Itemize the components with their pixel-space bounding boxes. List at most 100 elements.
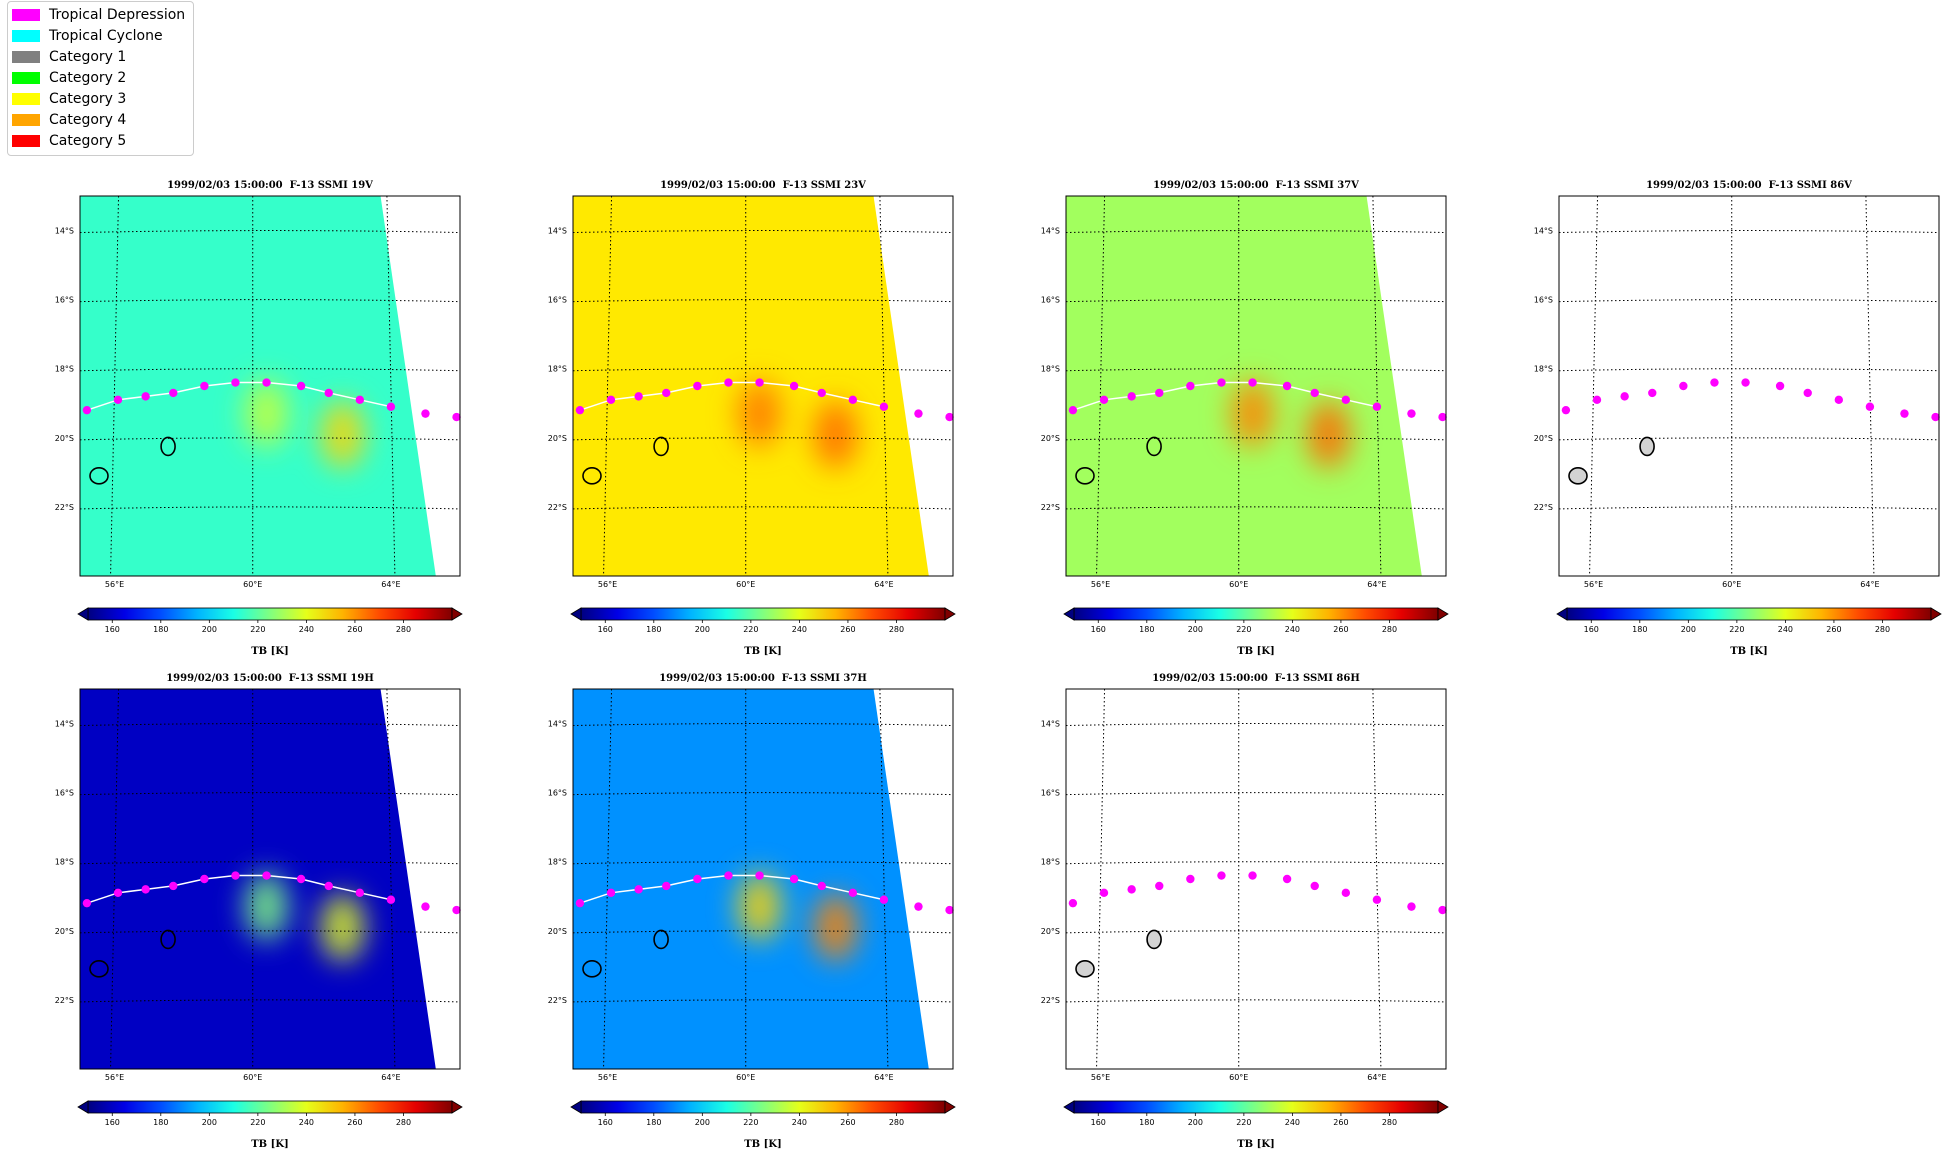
chart-panel-19v: 1999/02/03 15:00:00 F-13 SSMI 19V 14°S 16°… (10, 180, 480, 680)
x-tick-label: 64°E (1860, 580, 1879, 589)
chart-title: 1999/02/03 15:00:00 F-13 SSMI 19H (166, 673, 374, 684)
x-tick-label: 60°E (243, 580, 262, 589)
island-outline (1075, 467, 1095, 485)
colorbar-tick-label: 200 (1681, 625, 1696, 634)
track-point (1217, 378, 1226, 387)
gridline-lat (80, 368, 460, 372)
tb-hotspot (737, 872, 782, 941)
y-tick-label: 20°S (1534, 434, 1553, 443)
y-tick-label: 18°S (1534, 365, 1553, 374)
gridline-lat (573, 930, 953, 934)
colorbar-tick-label: 240 (1778, 625, 1793, 634)
track-point (452, 905, 461, 915)
colorbar-tick-label: 280 (1382, 1118, 1397, 1127)
y-tick-label: 20°S (1041, 434, 1060, 443)
chart-title: 1999/02/03 15:00:00 F-13 SSMI 37V (1153, 180, 1359, 191)
gridline-lat (573, 506, 953, 510)
track-point (1155, 881, 1164, 891)
track-point (1710, 378, 1719, 387)
track-point (848, 888, 858, 898)
track-point (1775, 381, 1785, 391)
colorbar-tick-label: 260 (1333, 1118, 1348, 1127)
y-tick-label: 14°S (1534, 227, 1553, 236)
x-tick-label: 60°E (736, 580, 755, 589)
legend-label: Category 3 (49, 91, 127, 107)
gridline-lat (80, 930, 460, 934)
y-tick-label: 20°S (548, 434, 567, 443)
colorbar-tick-label: 160 (105, 625, 120, 634)
chart-svg: 14°S 16°S 18°S 20°S 22°S 56°E 60°E 64°E 160 180 20… (55, 688, 463, 1127)
colorbar-extend-min (1063, 1100, 1075, 1114)
x-tick-label: 60°E (1722, 580, 1741, 589)
y-tick-label: 20°S (1041, 927, 1060, 936)
colorbar-tick-label: 200 (695, 625, 710, 634)
colorbar-tick-label: 240 (1285, 1118, 1300, 1127)
track-point (1407, 902, 1416, 911)
colorbar-tick-label: 200 (1188, 1118, 1203, 1127)
tb-hotspot (1306, 400, 1351, 469)
track-point (1127, 392, 1136, 401)
track-point (1341, 888, 1351, 898)
track-point (1741, 378, 1750, 387)
track-point (1341, 395, 1351, 405)
gridline-lat (80, 723, 460, 727)
legend-label: Tropical Depression (49, 7, 186, 23)
colorbar-extend-max (1930, 607, 1942, 621)
track-point (1834, 395, 1844, 405)
track-point (169, 388, 178, 398)
colorbar-extend-min (77, 1100, 89, 1114)
chart-title: 1999/02/03 15:00:00 F-13 SSMI 23V (660, 180, 866, 191)
colorbar (87, 607, 453, 621)
y-tick-label: 18°S (55, 858, 74, 867)
legend-item: Tropical Cyclone (12, 26, 163, 46)
chart-svg: 14°S 16°S 18°S 20°S 22°S 56°E 60°E 64°E 160 180 20… (548, 688, 956, 1127)
track-point (141, 885, 150, 894)
chart-panel-23v: 1999/02/03 15:00:00 F-13 SSMI 23V 14°S 16°… (503, 180, 973, 680)
y-tick-label: 14°S (548, 720, 567, 729)
legend-swatch (12, 114, 40, 126)
y-tick-label: 16°S (548, 296, 567, 305)
tb-hotspot (244, 872, 289, 941)
x-tick-label: 56°E (1091, 1073, 1110, 1082)
colorbar-tick-label: 280 (1875, 625, 1890, 634)
colorbar-label: TB [K] (744, 646, 782, 657)
colorbar-tick-label: 200 (202, 1118, 217, 1127)
track-point (1099, 395, 1109, 405)
y-tick-label: 22°S (1534, 503, 1553, 512)
gridline-lat (1559, 437, 1939, 441)
gridline-lat (1559, 299, 1939, 303)
legend-item: Category 4 (12, 110, 126, 130)
track-point (1803, 388, 1812, 398)
track-point (200, 874, 209, 884)
colorbar-tick-label: 280 (396, 625, 411, 634)
legend-item: Tropical Depression (12, 5, 185, 25)
track-point (1282, 874, 1292, 884)
track-point (1282, 381, 1292, 391)
colorbar-tick-label: 180 (646, 625, 661, 634)
category-legend: Tropical Depression Tropical Cyclone Categ… (7, 1, 194, 156)
x-tick-label: 56°E (1091, 580, 1110, 589)
gridline-lon (603, 689, 613, 1069)
x-tick-label: 64°E (381, 1073, 400, 1082)
track-point (575, 898, 585, 908)
x-tick-label: 56°E (1584, 580, 1603, 589)
track-point (662, 881, 671, 891)
track-point (817, 388, 826, 398)
y-tick-label: 18°S (55, 365, 74, 374)
x-tick-label: 56°E (598, 1073, 617, 1082)
track-point (1438, 905, 1447, 915)
colorbar (1566, 607, 1932, 621)
gridline-lat (80, 437, 460, 441)
track-point (262, 871, 271, 880)
island-outline (89, 960, 109, 978)
track-point (141, 392, 150, 401)
y-tick-label: 16°S (1041, 296, 1060, 305)
x-tick-label: 60°E (736, 1073, 755, 1082)
legend-item: Category 2 (12, 68, 126, 88)
colorbar (87, 1100, 453, 1114)
track-point (421, 409, 430, 418)
track-point (231, 871, 240, 880)
island-outline (1146, 436, 1162, 457)
gridline-lon (1372, 196, 1382, 576)
track-point (945, 905, 954, 915)
